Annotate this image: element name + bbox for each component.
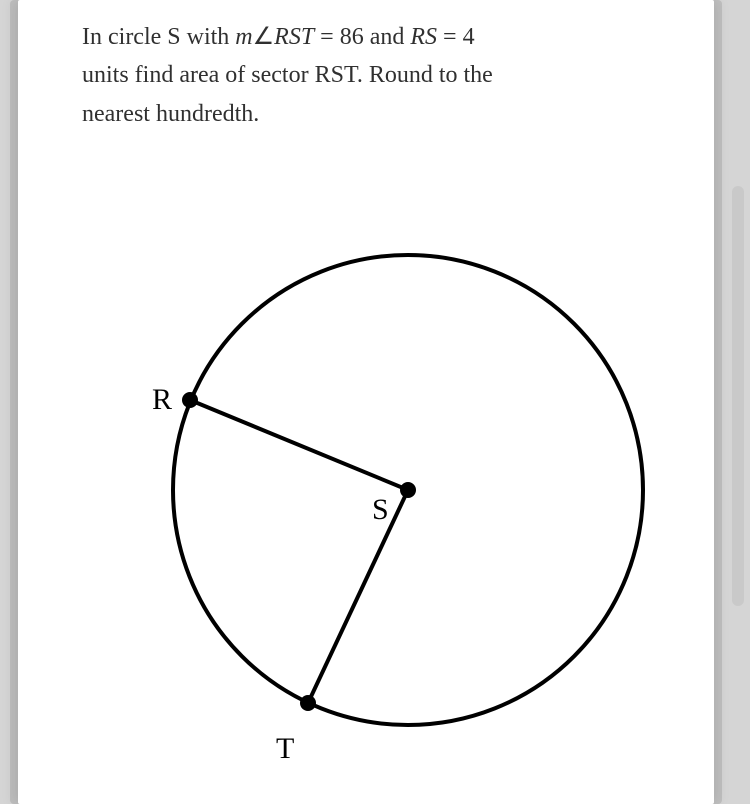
- eq: =: [314, 24, 340, 50]
- radius-name: RS: [410, 24, 437, 50]
- math-m: m: [235, 24, 252, 50]
- radius-value: 4: [463, 24, 475, 50]
- problem-card: In circle S with m∠RST = 86 and RS = 4 u…: [18, 0, 714, 804]
- viewport: In circle S with m∠RST = 86 and RS = 4 u…: [0, 0, 750, 804]
- angle-symbol: ∠: [253, 24, 275, 50]
- and-word: and: [364, 24, 411, 50]
- radius-segment: [190, 400, 408, 490]
- text-part: In circle S with: [82, 24, 235, 50]
- point-label-s: S: [372, 493, 389, 527]
- point-label-t: T: [276, 732, 294, 766]
- problem-text: In circle S with m∠RST = 86 and RS = 4 u…: [82, 18, 662, 133]
- eq2: =: [437, 24, 463, 50]
- point-t: [300, 695, 316, 711]
- point-r: [182, 392, 198, 408]
- radius-segment: [308, 490, 408, 703]
- angle-value: 86: [340, 24, 364, 50]
- angle-name: RST: [274, 24, 314, 50]
- circle-diagram: [78, 200, 678, 780]
- text-line2: units find area of sector RST. Round to …: [82, 62, 493, 88]
- scrollbar-thumb[interactable]: [732, 186, 744, 606]
- text-line3: nearest hundredth.: [82, 101, 259, 127]
- point-s: [400, 482, 416, 498]
- figure: R S T: [78, 200, 678, 780]
- point-label-r: R: [152, 383, 172, 417]
